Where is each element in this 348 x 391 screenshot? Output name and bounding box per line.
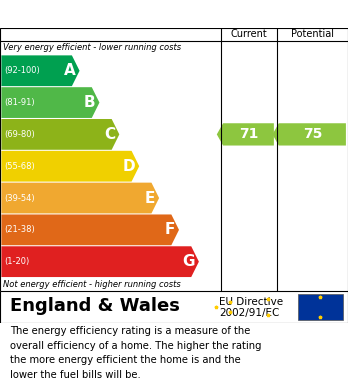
Text: Not energy efficient - higher running costs: Not energy efficient - higher running co… bbox=[3, 280, 181, 289]
Polygon shape bbox=[272, 123, 346, 145]
Text: (69-80): (69-80) bbox=[4, 130, 35, 139]
Text: 2002/91/EC: 2002/91/EC bbox=[219, 308, 279, 318]
Text: B: B bbox=[84, 95, 96, 110]
Text: England & Wales: England & Wales bbox=[10, 298, 180, 316]
Polygon shape bbox=[1, 246, 199, 277]
Text: F: F bbox=[165, 222, 175, 237]
Text: Potential: Potential bbox=[291, 29, 334, 39]
Text: (1-20): (1-20) bbox=[4, 257, 30, 266]
Text: (55-68): (55-68) bbox=[4, 162, 35, 171]
Text: E: E bbox=[145, 190, 155, 206]
Polygon shape bbox=[1, 87, 100, 118]
Text: Energy Efficiency Rating: Energy Efficiency Rating bbox=[10, 7, 232, 22]
Text: (92-100): (92-100) bbox=[4, 66, 40, 75]
Text: (21-38): (21-38) bbox=[4, 225, 35, 234]
Text: EU Directive: EU Directive bbox=[219, 297, 283, 307]
Text: 75: 75 bbox=[303, 127, 322, 142]
Polygon shape bbox=[217, 123, 274, 145]
Polygon shape bbox=[1, 56, 80, 86]
Polygon shape bbox=[1, 214, 179, 245]
Text: The energy efficiency rating is a measure of the
overall efficiency of a home. T: The energy efficiency rating is a measur… bbox=[10, 326, 262, 380]
Text: Current: Current bbox=[230, 29, 267, 39]
Text: G: G bbox=[183, 254, 195, 269]
Text: Very energy efficient - lower running costs: Very energy efficient - lower running co… bbox=[3, 43, 182, 52]
Polygon shape bbox=[1, 151, 139, 181]
Text: A: A bbox=[64, 63, 76, 78]
Polygon shape bbox=[1, 119, 119, 150]
Text: (81-91): (81-91) bbox=[4, 98, 35, 107]
Bar bbox=[298, 294, 343, 321]
Text: C: C bbox=[104, 127, 116, 142]
Text: 71: 71 bbox=[239, 127, 258, 142]
Text: (39-54): (39-54) bbox=[4, 194, 35, 203]
Text: D: D bbox=[123, 159, 135, 174]
Polygon shape bbox=[1, 183, 159, 213]
